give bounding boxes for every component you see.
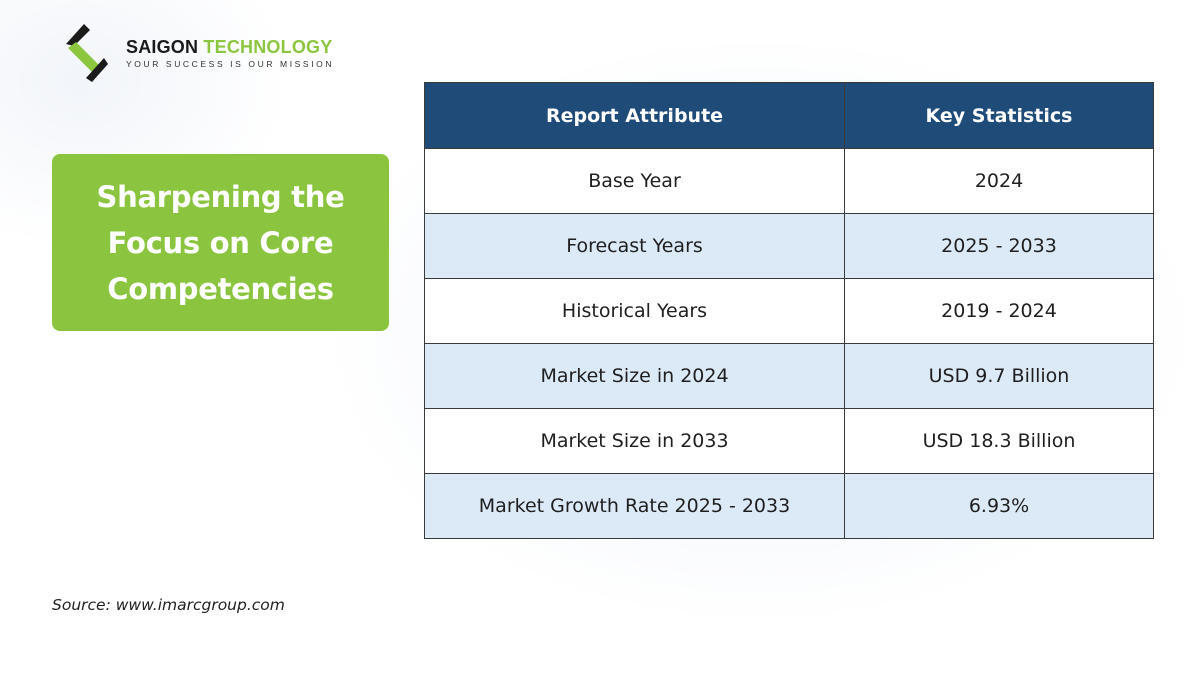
- brand-name: SAIGON TECHNOLOGY: [126, 36, 334, 58]
- table-row: Market Growth Rate 2025 - 2033 6.93%: [424, 473, 1154, 539]
- value-cell: 6.93%: [844, 473, 1154, 539]
- attribute-cell: Base Year: [424, 148, 845, 214]
- headline-box: Sharpening the Focus on Core Competencie…: [52, 154, 389, 331]
- value-cell: 2019 - 2024: [844, 278, 1154, 344]
- brand-text: SAIGON TECHNOLOGY YOUR SUCCESS IS OUR MI…: [126, 36, 334, 69]
- value-cell: 2024: [844, 148, 1154, 214]
- value-cell: USD 9.7 Billion: [844, 343, 1154, 409]
- value-cell: USD 18.3 Billion: [844, 408, 1154, 474]
- brand-name-part2: TECHNOLOGY: [203, 37, 333, 57]
- company-logo: SAIGON TECHNOLOGY YOUR SUCCESS IS OUR MI…: [66, 24, 332, 84]
- saigon-technology-logo-icon: [66, 24, 108, 82]
- brand-tagline: YOUR SUCCESS IS OUR MISSION: [126, 59, 335, 69]
- attribute-cell: Market Size in 2024: [424, 343, 845, 409]
- source-citation: Source: www.imarcgroup.com: [52, 596, 285, 614]
- attribute-cell: Market Size in 2033: [424, 408, 845, 474]
- column-header-key-statistics: Key Statistics: [844, 82, 1154, 149]
- attribute-cell: Historical Years: [424, 278, 845, 344]
- table-row: Historical Years 2019 - 2024: [424, 278, 1154, 344]
- headline-text: Sharpening the Focus on Core Competencie…: [96, 179, 345, 306]
- statistics-table: Report Attribute Key Statistics Base Yea…: [424, 82, 1154, 539]
- table-row: Forecast Years 2025 - 2033: [424, 213, 1154, 279]
- attribute-cell: Market Growth Rate 2025 - 2033: [424, 473, 845, 539]
- column-header-report-attribute: Report Attribute: [424, 82, 845, 149]
- table-row: Base Year 2024: [424, 148, 1154, 214]
- value-cell: 2025 - 2033: [844, 213, 1154, 279]
- table-row: Market Size in 2033 USD 18.3 Billion: [424, 408, 1154, 474]
- brand-name-part1: SAIGON: [126, 37, 199, 57]
- attribute-cell: Forecast Years: [424, 213, 845, 279]
- table-header-row: Report Attribute Key Statistics: [424, 82, 1154, 149]
- table-row: Market Size in 2024 USD 9.7 Billion: [424, 343, 1154, 409]
